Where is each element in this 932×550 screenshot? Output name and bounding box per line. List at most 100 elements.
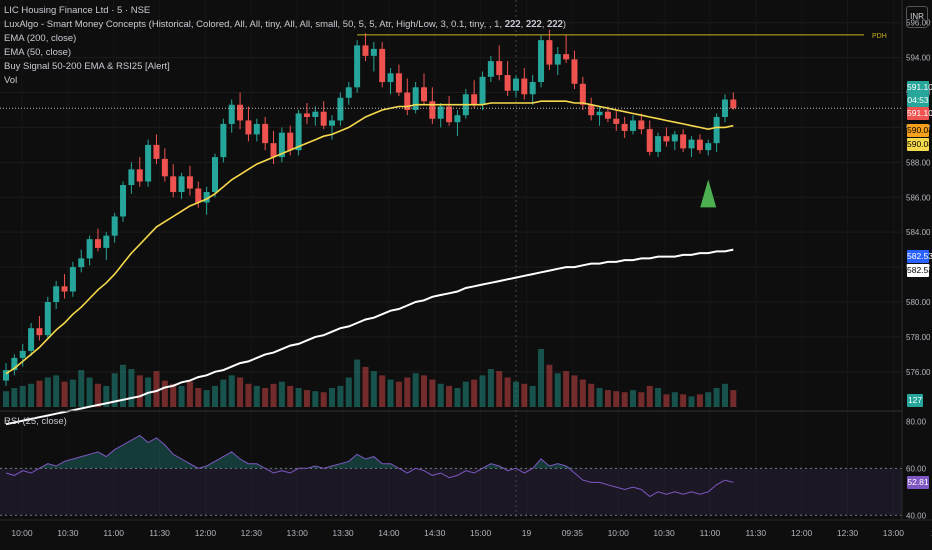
candle-body [262, 123, 269, 144]
price-axis[interactable]: 576.00578.00580.00582.00584.00586.00588.… [906, 19, 931, 377]
volume-bar [646, 385, 653, 407]
candle-body [421, 87, 427, 102]
time-tick-label: 09:35 [562, 528, 584, 538]
candle-body [705, 143, 712, 151]
candle-body [429, 101, 436, 119]
candle-body [588, 104, 595, 116]
time-tick-label: 13:30 [332, 528, 354, 538]
candle-body [571, 59, 578, 84]
volume-bar [579, 379, 586, 407]
rsi-tick-label: 40.00 [906, 511, 927, 520]
price-tick-label: 586.00 [906, 193, 931, 202]
candle-body [78, 258, 85, 268]
volume-bar [303, 390, 310, 407]
volume-bar [395, 381, 402, 407]
last-price-tag-2: 591.10 [907, 107, 932, 120]
volume-bar [3, 391, 9, 407]
volume-bar [404, 377, 411, 407]
price-tick-label: 580.00 [906, 298, 931, 307]
rsi-axis: 40.00 60.00 80.00 [906, 417, 927, 520]
volume-bar [295, 388, 302, 407]
volume-bar [44, 377, 51, 407]
volume-tag: 127 [907, 394, 923, 407]
candle-body [713, 116, 720, 144]
volume-bar [36, 380, 43, 407]
candle-body [387, 73, 394, 83]
volume-bar [721, 383, 728, 407]
volume-bar [237, 377, 244, 407]
price-tick-label: 576.00 [906, 368, 931, 377]
volume-bar [412, 373, 419, 407]
volume-bar [554, 373, 561, 407]
candle-body [295, 113, 302, 151]
volume-bar [512, 381, 519, 407]
volume-bar [521, 383, 528, 407]
candle-body [11, 357, 18, 371]
volume-bar [429, 379, 436, 407]
candle-body [521, 78, 528, 95]
volume-bar [19, 385, 26, 407]
volume-bar [446, 385, 453, 407]
legend-smc[interactable]: LuxAlgo - Smart Money Concepts (Historic… [4, 19, 566, 30]
candle-body [111, 216, 118, 236]
volume-bar [730, 390, 737, 407]
candle-body [688, 139, 695, 149]
legend-rsi[interactable]: RSI (25, close) [4, 416, 67, 427]
candles [3, 29, 737, 386]
candle-body [86, 239, 93, 259]
time-tick-label: 12:30 [241, 528, 263, 538]
candle-body [28, 328, 35, 351]
volume-bar [655, 388, 662, 407]
volume-bar [596, 388, 603, 407]
volume-bar [61, 381, 68, 407]
volume-bar [220, 379, 227, 407]
legend-ema200[interactable]: EMA (200, close) [4, 33, 77, 44]
rsi-line [5, 434, 734, 498]
legend-title[interactable]: LIC Housing Finance Ltd · 5 · NSE [4, 5, 151, 16]
volume-bar [354, 359, 361, 407]
candle-body [579, 83, 586, 105]
candle-body [253, 123, 260, 135]
time-axis[interactable]: 10:00 10:30 11:00 11:30 12:00 12:30 13:00 13:30… [11, 528, 932, 538]
legend-buy-signal[interactable]: Buy Signal 50-200 EMA & RSI25 [Alert] [4, 61, 170, 72]
volume-bar [103, 385, 110, 407]
candle-body [504, 75, 511, 91]
volume-bar [312, 391, 319, 407]
legend-vol[interactable]: Vol [4, 75, 18, 86]
volume-bar [387, 379, 394, 407]
time-tick-label: 11:30 [149, 528, 170, 538]
volume-bar [212, 385, 218, 407]
currency-button[interactable]: INR [906, 6, 928, 28]
candle-body [186, 176, 193, 189]
candle-body [696, 139, 703, 151]
volume-bar [529, 385, 536, 407]
candle-body [44, 302, 51, 336]
time-tick-label: 12:30 [837, 528, 859, 538]
volume-bar [228, 375, 235, 407]
time-tick-label: 19 [522, 528, 532, 538]
candle-body [446, 106, 453, 123]
candle-body [178, 176, 185, 193]
candle-body [680, 134, 687, 149]
volume-bar [86, 377, 93, 407]
candle-body [3, 370, 9, 381]
volume-bar [136, 375, 143, 407]
volume-bar [588, 383, 595, 407]
ema50-tag: 590.08 [907, 124, 932, 137]
candle-body [512, 78, 519, 91]
price-tick-label: 584.00 [906, 228, 931, 237]
time-tick-label: 13:00 [287, 528, 309, 538]
candle-body [145, 144, 152, 182]
legend-ema50[interactable]: EMA (50, close) [4, 47, 72, 58]
candle-body [161, 158, 168, 177]
volume-bar [11, 388, 18, 407]
volume-bar [161, 380, 168, 407]
volume-bar [421, 375, 427, 407]
volume-bar [262, 388, 269, 407]
volume-bar [245, 383, 252, 407]
volume-bar [28, 383, 35, 407]
candle-body [721, 99, 728, 117]
candle-body [613, 118, 620, 124]
volume-bar [203, 390, 210, 407]
